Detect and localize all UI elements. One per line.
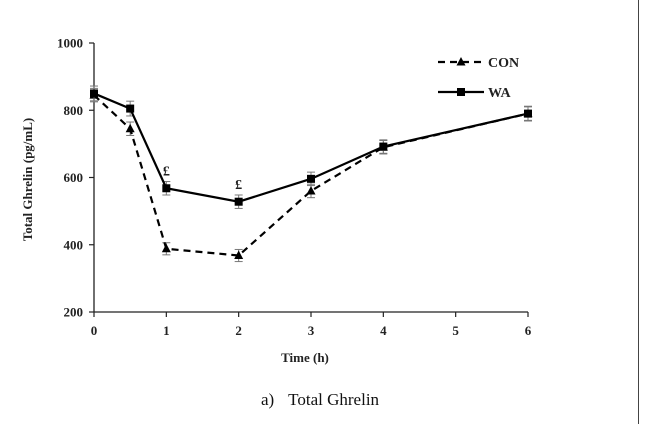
x-axis-title: Time (h) [281,350,329,365]
y-tick-label: 1000 [57,36,83,51]
y-tick-label: 800 [64,103,84,118]
x-tick-label: 4 [380,323,387,338]
caption-label: a) [260,390,275,409]
data-point-triangle [125,123,135,133]
data-point-square [162,184,171,193]
data-point-square [524,109,532,118]
y-ticks: 200 400 600 800 1000 [57,36,94,320]
series-layer [89,85,533,263]
y-tick-label: 400 [64,237,84,252]
legend: CON WA [438,56,519,101]
y-tick-label: 200 [64,305,84,320]
legend-marker-triangle [456,57,466,66]
data-point-square [90,89,98,98]
significance-marker: £ [163,165,170,180]
x-tick-label: 6 [525,323,532,338]
series-wa [90,85,532,209]
data-point-triangle [306,185,316,195]
data-point-square [307,174,315,183]
x-ticks: 0 1 2 3 4 5 6 [91,312,532,338]
x-axis: 0 1 2 3 4 5 6 [91,311,532,338]
data-point-square [234,197,243,206]
y-axis-title: Total Ghrelin (pg/mL) [20,118,35,242]
x-tick-label: 1 [163,323,170,338]
legend-marker-square [457,88,465,96]
chart: 200 400 600 800 1000 0 1 2 3 4 5 6 Total Ghrelin (… [20,36,533,365]
caption-text: Total Ghrelin [288,390,380,409]
data-point-triangle [234,250,244,260]
y-axis: 200 400 600 800 1000 [57,36,95,320]
x-tick-label: 5 [452,323,459,338]
legend-label-con: CON [488,56,519,71]
x-tick-label: 3 [308,323,315,338]
x-tick-label: 2 [235,323,242,338]
data-point-square [379,142,388,151]
data-point-square [126,104,135,113]
legend-label-wa: WA [488,86,511,101]
y-tick-label: 600 [64,170,84,185]
data-point-triangle [161,243,171,253]
annotation-layer: ££ [163,165,242,193]
figure-caption: a) Total Ghrelin [0,390,640,410]
x-tick-label: 0 [91,323,98,338]
frame-border [638,0,639,424]
significance-marker: £ [235,178,242,193]
